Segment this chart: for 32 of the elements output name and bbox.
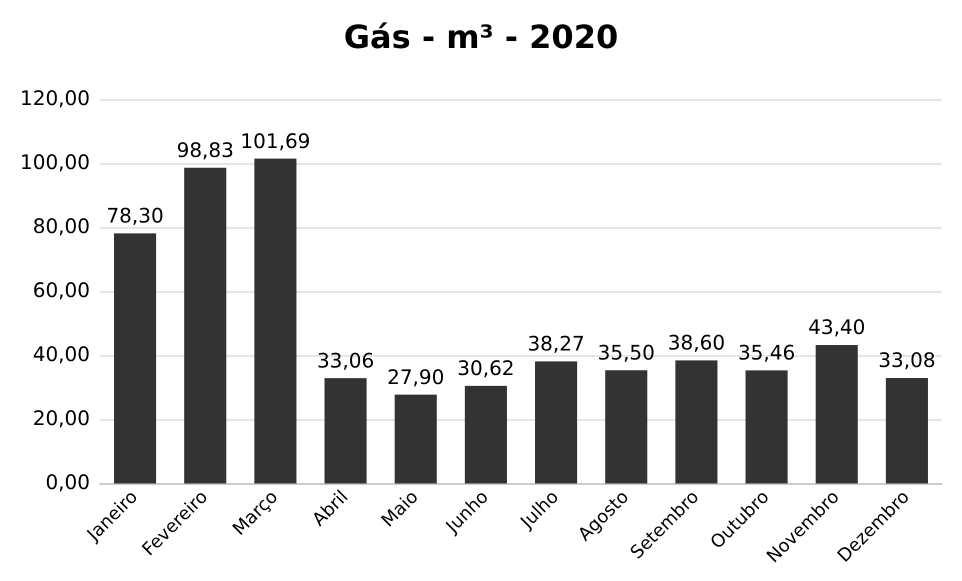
data-label: 30,62 <box>457 356 515 380</box>
bar <box>746 370 788 484</box>
bar <box>816 345 858 484</box>
data-label: 35,50 <box>598 340 655 364</box>
y-tick-label: 80,00 <box>32 214 90 238</box>
y-tick-label: 60,00 <box>32 278 90 302</box>
y-tick-label: 0,00 <box>45 470 90 494</box>
bar <box>605 370 648 484</box>
y-tick-label: 120,00 <box>20 86 90 110</box>
y-tick-label: 20,00 <box>32 406 90 430</box>
chart-title: Gás - m³ - 2020 <box>342 18 620 56</box>
data-label: 98,83 <box>176 138 234 162</box>
bar <box>394 394 437 484</box>
bar <box>184 168 226 484</box>
data-label: 38,27 <box>527 332 585 356</box>
bar <box>254 158 296 484</box>
bar <box>114 233 156 484</box>
y-tick-label: 100,00 <box>20 150 90 174</box>
bar <box>675 360 718 484</box>
y-tick-label: 40,00 <box>32 342 90 366</box>
bar <box>886 378 928 484</box>
bar <box>324 378 367 484</box>
bar <box>535 361 578 484</box>
data-label: 43,40 <box>808 315 866 340</box>
data-label: 33,06 <box>316 348 374 372</box>
data-label: 38,60 <box>668 330 726 355</box>
data-label: 78,30 <box>106 204 164 228</box>
data-label: 27,90 <box>387 364 444 389</box>
data-label: 35,46 <box>738 340 796 365</box>
data-label: 33,08 <box>878 348 936 372</box>
data-label: 101,69 <box>240 128 310 153</box>
bar <box>464 386 507 484</box>
